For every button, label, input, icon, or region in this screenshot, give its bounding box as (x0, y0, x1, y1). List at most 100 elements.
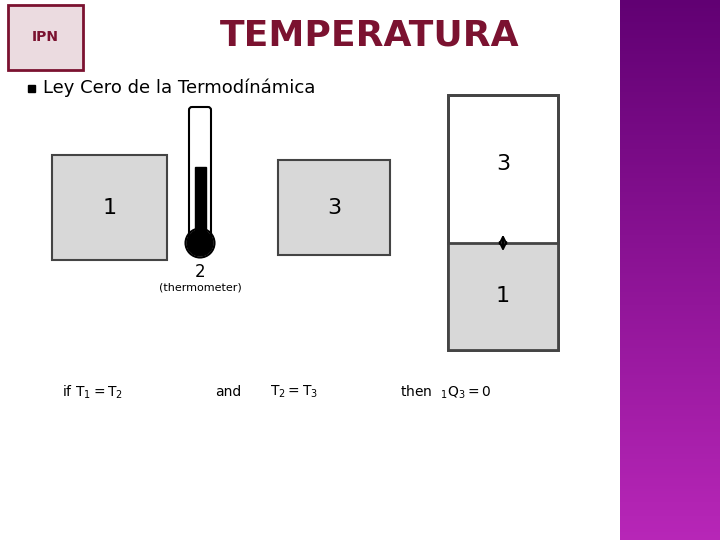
Bar (8, 5, 83, 70)
Bar (620, 340, 720, 343)
Bar (620, 35, 720, 38)
Bar (620, 289, 720, 292)
Bar (620, 486, 720, 489)
Bar (620, 324, 720, 327)
Bar (620, 394, 720, 397)
Text: 2: 2 (194, 263, 205, 281)
Bar (620, 440, 720, 443)
Bar (620, 138, 720, 140)
Bar (620, 22, 720, 24)
Bar (620, 246, 720, 248)
Bar (620, 189, 720, 192)
Bar (620, 300, 720, 302)
Bar (620, 251, 720, 254)
Bar (620, 421, 720, 424)
Bar (620, 0, 720, 3)
Bar (620, 502, 720, 505)
Bar (620, 343, 720, 346)
Bar (620, 159, 720, 162)
Bar (620, 513, 720, 516)
Bar (620, 105, 720, 108)
Bar (620, 49, 720, 51)
Bar (620, 284, 720, 286)
Bar (620, 32, 720, 35)
Bar (620, 516, 720, 518)
Bar (620, 338, 720, 340)
Bar (620, 111, 720, 113)
Bar (620, 470, 720, 472)
Bar (52, 155, 167, 260)
Bar (620, 81, 720, 84)
Bar (620, 211, 720, 213)
Text: 3: 3 (327, 198, 341, 218)
Bar (620, 16, 720, 19)
Bar (620, 11, 720, 14)
Bar (620, 526, 720, 529)
Bar (620, 103, 720, 105)
Bar (620, 405, 720, 408)
Bar (620, 294, 720, 297)
Bar (620, 356, 720, 359)
Bar (620, 100, 720, 103)
Bar (620, 459, 720, 462)
Bar (620, 378, 720, 381)
Text: 1: 1 (496, 286, 510, 306)
Bar (620, 489, 720, 491)
Bar (620, 381, 720, 383)
Bar (620, 143, 720, 146)
Bar (620, 408, 720, 410)
Bar (620, 402, 720, 405)
Bar (194, 167, 205, 235)
Bar (620, 270, 720, 273)
Bar (620, 346, 720, 348)
Bar (620, 194, 720, 197)
Bar (620, 518, 720, 521)
Circle shape (187, 230, 213, 256)
Bar (620, 200, 720, 202)
Text: TEMPERATURA: TEMPERATURA (220, 18, 520, 52)
Bar (620, 30, 720, 32)
Bar (620, 262, 720, 265)
Bar (620, 146, 720, 148)
Bar (620, 254, 720, 256)
Bar (620, 491, 720, 494)
FancyBboxPatch shape (189, 107, 211, 240)
Bar (278, 160, 390, 255)
Bar (620, 462, 720, 464)
Bar (620, 38, 720, 40)
Bar (620, 240, 720, 243)
Bar (620, 500, 720, 502)
Bar (620, 273, 720, 275)
Bar (620, 65, 720, 68)
Bar (620, 232, 720, 235)
Bar (620, 205, 720, 208)
Bar (620, 148, 720, 151)
Bar (620, 243, 720, 246)
Bar (620, 267, 720, 270)
Bar (620, 535, 720, 537)
Bar (620, 292, 720, 294)
Bar (620, 132, 720, 135)
Bar (620, 362, 720, 364)
Bar (620, 27, 720, 30)
Bar (620, 43, 720, 46)
Bar (620, 321, 720, 324)
Bar (620, 51, 720, 54)
Bar (620, 429, 720, 432)
Bar (620, 184, 720, 186)
Bar (620, 521, 720, 524)
Bar (620, 19, 720, 22)
Bar (620, 278, 720, 281)
Bar (620, 62, 720, 65)
Text: and: and (215, 385, 241, 399)
Bar (620, 70, 720, 73)
Text: if $\mathrm{T_1 = T_2}$: if $\mathrm{T_1 = T_2}$ (62, 383, 123, 401)
Bar (620, 5, 720, 8)
Bar (620, 364, 720, 367)
Bar (620, 216, 720, 219)
Bar (620, 375, 720, 378)
Bar (620, 297, 720, 300)
Bar (620, 275, 720, 278)
Bar (620, 510, 720, 513)
Bar (620, 505, 720, 508)
